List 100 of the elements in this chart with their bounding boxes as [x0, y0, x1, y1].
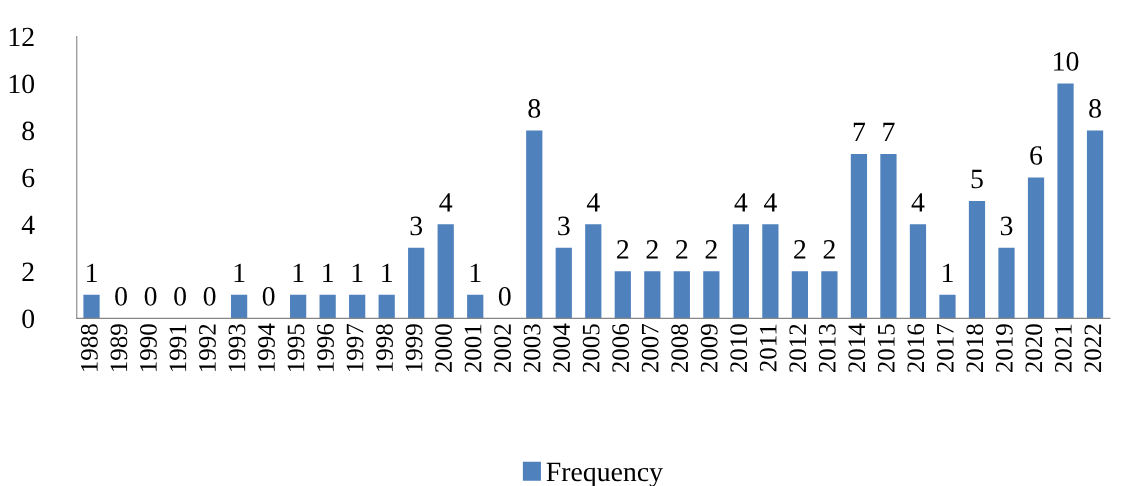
x-tick-label: 1990 [139, 324, 157, 371]
bar [319, 294, 336, 319]
bar [555, 247, 572, 319]
x-tick-label: 2010 [730, 324, 748, 373]
x-tick-label: 2002 [494, 324, 511, 373]
bar [673, 271, 690, 319]
bar [526, 130, 543, 319]
data-label: 1 [382, 263, 392, 282]
x-tick-label: 2020 [1025, 324, 1043, 373]
x-tick-label: 2004 [553, 323, 571, 373]
data-label: 6 [1030, 146, 1043, 165]
data-label: 2 [794, 240, 806, 259]
data-label: 3 [410, 216, 423, 236]
y-tick-label: 2 [22, 262, 34, 281]
data-label: 2 [823, 240, 835, 259]
y-tick-label: 12 [9, 27, 34, 47]
data-label: 1 [234, 263, 245, 282]
bar [732, 224, 749, 319]
bar [437, 224, 454, 319]
data-label: 10 [1054, 52, 1079, 71]
x-tick-label: 1988 [80, 324, 98, 371]
x-tick-label: 2014 [848, 323, 866, 373]
x-tick-label: 2012 [789, 324, 807, 373]
x-tick-label: 1993 [228, 324, 246, 371]
y-tick-label: 0 [22, 309, 35, 329]
x-tick-label: 2000 [435, 324, 452, 373]
bar [998, 247, 1015, 319]
bar [939, 294, 956, 319]
data-label: 0 [174, 287, 186, 306]
data-label: 1 [323, 263, 333, 282]
legend-label: Frequency [546, 462, 663, 486]
data-label: 7 [853, 122, 866, 142]
bar [850, 153, 868, 319]
data-label: 0 [203, 287, 216, 306]
data-label: 2 [617, 240, 629, 259]
bar [349, 294, 366, 319]
x-tick-label: 2022 [1084, 324, 1102, 373]
data-label: 4 [586, 193, 600, 212]
data-label: 3 [558, 216, 570, 236]
x-tick-label: 2019 [995, 324, 1013, 373]
bar [230, 294, 248, 319]
x-tick-label: 2013 [818, 324, 836, 373]
bar [408, 247, 425, 319]
x-tick-label: 1995 [287, 324, 305, 371]
y-tick-label: 10 [9, 74, 35, 94]
x-tick-label: 1997 [346, 323, 364, 371]
bar [83, 294, 100, 319]
bar [762, 224, 779, 319]
x-tick-label: 1998 [376, 324, 393, 371]
data-label: 2 [676, 240, 688, 259]
bar [467, 294, 484, 319]
x-tick-label: 2005 [582, 324, 600, 373]
data-label: 8 [528, 99, 541, 118]
x-tick-label: 2008 [671, 324, 689, 373]
data-label: 4 [763, 193, 777, 212]
data-label: 1 [293, 263, 304, 282]
y-tick-label: 4 [21, 215, 35, 235]
data-label: 0 [498, 287, 511, 306]
x-tick-label: 2017 [936, 323, 954, 373]
bar [821, 271, 838, 319]
data-label: 1 [470, 263, 481, 282]
data-label: 0 [115, 287, 127, 306]
x-tick-label: 1991 [169, 324, 187, 371]
data-label: 4 [734, 193, 748, 212]
x-tick-label: 2007 [641, 323, 659, 373]
data-label: 0 [262, 287, 275, 306]
data-label: 4 [439, 193, 453, 212]
x-tick-label: 2015 [877, 324, 895, 373]
bar [1086, 130, 1104, 319]
x-tick-label: 2016 [907, 323, 925, 373]
bar [378, 294, 395, 319]
bar [880, 153, 897, 319]
bar [1027, 177, 1045, 319]
data-label: 2 [705, 240, 717, 259]
data-label: 2 [646, 240, 658, 259]
x-tick-label: 1994 [258, 323, 275, 371]
y-tick-label: 6 [22, 168, 35, 188]
x-tick-label: 2006 [612, 323, 630, 373]
x-tick-label: 2001 [464, 324, 482, 373]
data-label: 1 [87, 263, 97, 282]
bar [791, 271, 809, 319]
bar [909, 224, 927, 319]
bar [585, 224, 602, 319]
x-tick-label: 2021 [1054, 324, 1072, 373]
x-tick-label: 2018 [966, 324, 984, 373]
x-tick-label: 1999 [405, 324, 423, 371]
data-label: 3 [1000, 216, 1013, 236]
data-label: 1 [942, 263, 953, 282]
data-label: 7 [883, 122, 895, 142]
data-label: 1 [352, 263, 363, 282]
data-label: 5 [971, 169, 983, 189]
y-tick-label: 8 [22, 121, 35, 141]
data-label: 8 [1089, 99, 1101, 118]
x-tick-label: 2009 [700, 324, 718, 373]
x-tick-label: 1996 [317, 323, 334, 371]
x-tick-label: 2003 [523, 324, 541, 373]
x-tick-label: 1992 [199, 324, 216, 371]
bar [614, 271, 631, 319]
data-label: 0 [144, 287, 157, 306]
x-tick-label: 2011 [759, 324, 777, 372]
